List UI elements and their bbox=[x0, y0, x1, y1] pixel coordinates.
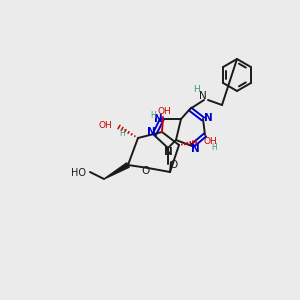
Text: H: H bbox=[119, 128, 125, 137]
Text: H: H bbox=[211, 142, 217, 152]
Text: OH: OH bbox=[203, 136, 217, 146]
Text: N: N bbox=[154, 114, 162, 124]
Text: OH: OH bbox=[157, 106, 171, 116]
Text: H: H bbox=[150, 112, 156, 121]
Text: N: N bbox=[147, 127, 155, 137]
Text: N: N bbox=[190, 144, 200, 154]
Text: H: H bbox=[193, 85, 200, 94]
Text: N: N bbox=[204, 113, 212, 123]
Text: N: N bbox=[199, 91, 207, 101]
Text: O: O bbox=[169, 160, 177, 170]
Polygon shape bbox=[104, 163, 129, 179]
Text: OH: OH bbox=[98, 122, 112, 130]
Text: O: O bbox=[141, 166, 149, 176]
Text: HO: HO bbox=[71, 168, 86, 178]
Text: N: N bbox=[164, 147, 172, 157]
